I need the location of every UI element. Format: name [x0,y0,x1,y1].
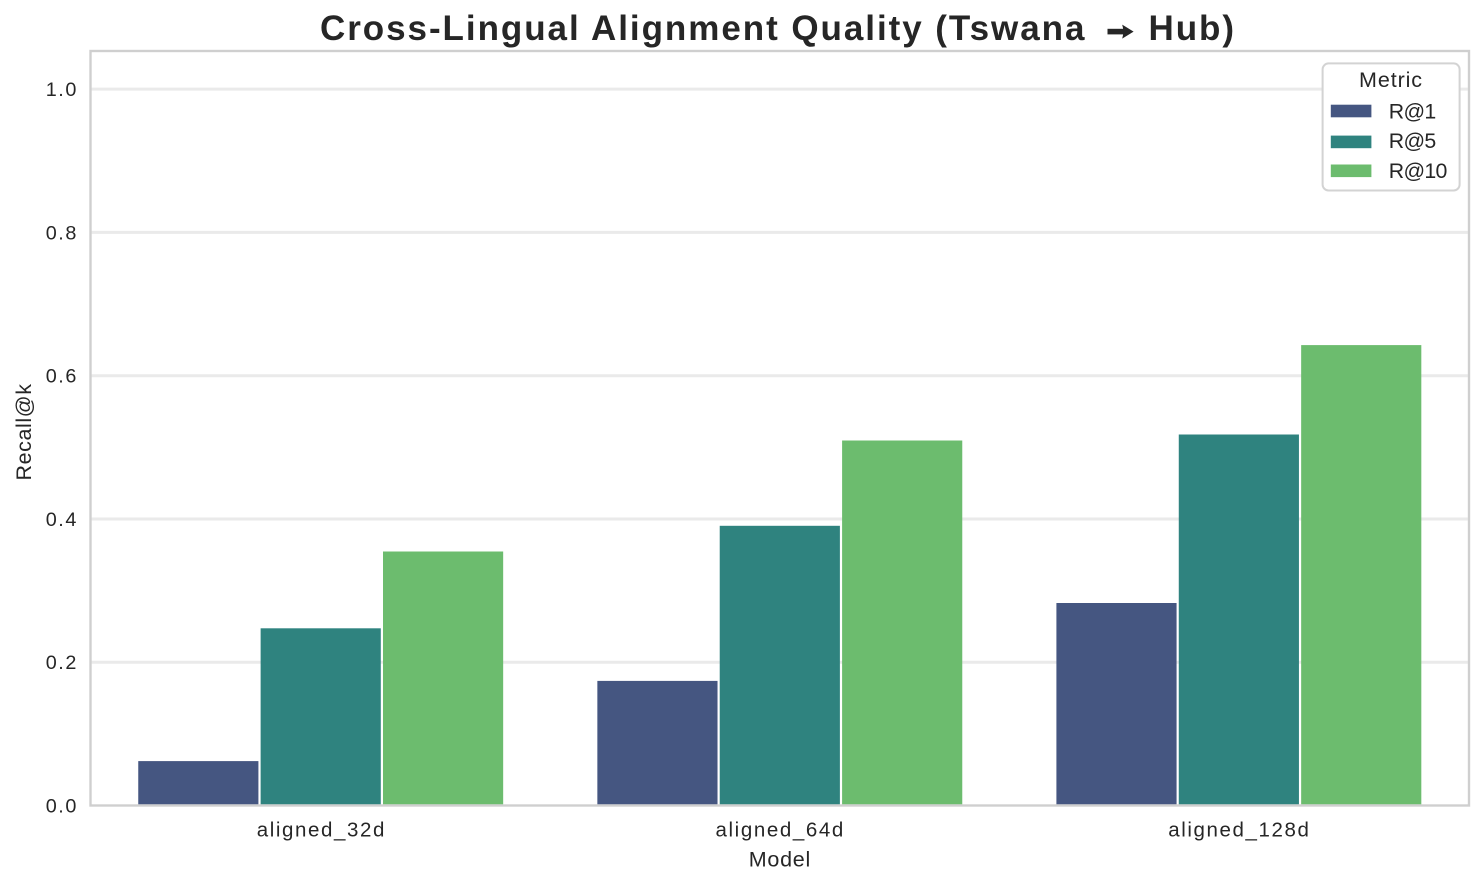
svg-text:Model: Model [749,848,811,872]
svg-text:aligned_64d: aligned_64d [716,818,845,841]
svg-text:R@1: R@1 [1389,99,1436,123]
svg-text:Cross-Lingual Alignment Qualit: Cross-Lingual Alignment Quality (Tswana [320,9,1086,48]
svg-text:aligned_32d: aligned_32d [257,818,386,841]
svg-text:1.0: 1.0 [46,79,78,101]
svg-text:aligned_128d: aligned_128d [1168,818,1310,841]
svg-text:R@10: R@10 [1389,159,1448,183]
svg-text:0.6: 0.6 [46,366,78,388]
svg-text:Recall@k: Recall@k [12,383,36,480]
svg-text:0.2: 0.2 [46,652,78,674]
svg-text:0.4: 0.4 [46,509,78,531]
svg-text:0.0: 0.0 [46,796,78,818]
svg-text:0.8: 0.8 [46,222,78,244]
svg-text:Metric: Metric [1359,68,1423,92]
svg-text:R@5: R@5 [1389,129,1436,153]
svg-text:Hub): Hub) [1149,9,1237,48]
